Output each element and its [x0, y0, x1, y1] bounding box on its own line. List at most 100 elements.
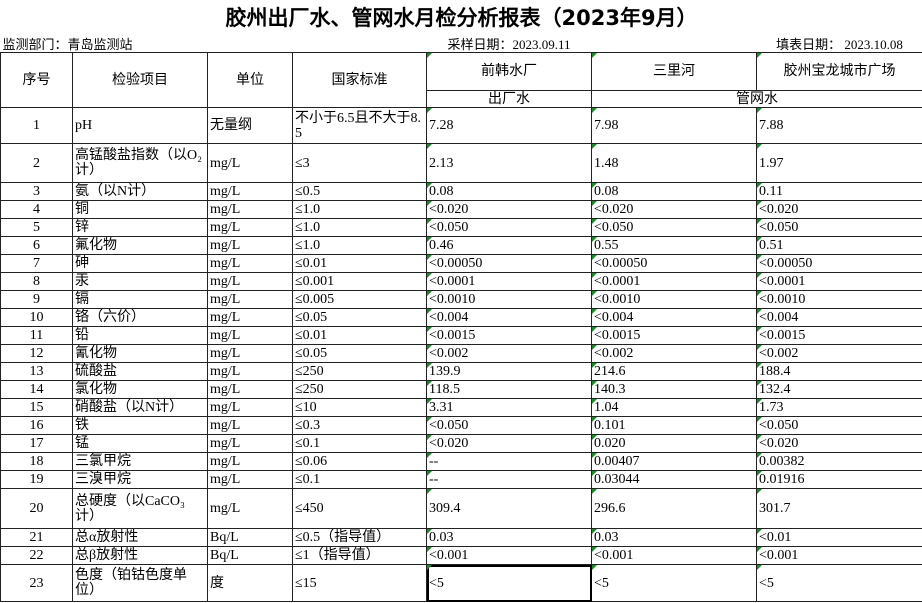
value: <0.001: [426, 546, 592, 565]
standard: ≤450: [292, 488, 427, 529]
unit: mg/L: [207, 200, 293, 219]
row-index: 5: [0, 218, 73, 237]
value: <0.020: [426, 200, 592, 219]
value: <0.0010: [755, 290, 922, 309]
value: <0.050: [426, 218, 592, 237]
data-row: 3 氨（以N计） mg/L ≤0.5 0.08 0.08 0.11: [0, 182, 922, 201]
data-row: 19 三溴甲烷 mg/L ≤0.1 -- 0.03044 0.01916: [0, 470, 922, 489]
item-name: 铬（六价）: [72, 308, 208, 327]
value: 118.5: [426, 380, 592, 399]
value: <0.020: [755, 200, 922, 219]
standard: ≤0.3: [292, 416, 427, 435]
standard: ≤0.06: [292, 452, 427, 471]
row-index: 19: [0, 470, 73, 489]
standard: ≤0.05: [292, 308, 427, 327]
value: <0.050: [591, 218, 757, 237]
data-row: 10 铬（六价） mg/L ≤0.05 <0.004 <0.004 <0.004: [0, 308, 922, 327]
standard: ≤1.0: [292, 218, 427, 237]
value: 188.4: [755, 362, 922, 381]
value: 214.6: [591, 362, 757, 381]
value: <0.01: [755, 528, 922, 547]
item-name: 锰: [72, 434, 208, 453]
row-index: 13: [0, 362, 73, 381]
unit: mg/L: [207, 344, 293, 363]
item-name: 三氯甲烷: [72, 452, 208, 471]
row-index: 4: [0, 200, 73, 219]
item-name: 砷: [72, 254, 208, 273]
value: 0.020: [591, 434, 757, 453]
standard: ≤0.05: [292, 344, 427, 363]
data-row: 9 镉 mg/L ≤0.005 <0.0010 <0.0010 <0.0010: [0, 290, 922, 309]
value: <0.020: [755, 434, 922, 453]
standard: ≤0.01: [292, 254, 427, 273]
value: 296.6: [591, 488, 757, 529]
data-row: 6 氟化物 mg/L ≤1.0 0.46 0.55 0.51: [0, 236, 922, 255]
unit: mg/L: [207, 434, 293, 453]
value: <0.0010: [426, 290, 592, 309]
value: 0.03: [591, 528, 757, 547]
value: <0.002: [426, 344, 592, 363]
value: 140.3: [591, 380, 757, 399]
data-row: 12 氰化物 mg/L ≤0.05 <0.002 <0.002 <0.002: [0, 344, 922, 363]
row-index: 18: [0, 452, 73, 471]
value: 309.4: [426, 488, 592, 529]
data-row: 16 铁 mg/L ≤0.3 <0.050 0.101 <0.050: [0, 416, 922, 435]
data-row: 13 硫酸盐 mg/L ≤250 139.9 214.6 188.4: [0, 362, 922, 381]
item-name: 镉: [72, 290, 208, 309]
value: <5: [426, 564, 592, 602]
value: 0.55: [591, 236, 757, 255]
value: <0.001: [755, 546, 922, 565]
item-name: 硝酸盐（以N计）: [72, 398, 208, 417]
header-type: 出厂水: [426, 90, 592, 108]
row-index: 11: [0, 326, 73, 345]
standard: ≤0.01: [292, 326, 427, 345]
row-index: 12: [0, 344, 73, 363]
data-row: 23 色度（铂钴色度单位）度 ≤15 <5 <5 <5: [0, 564, 922, 602]
value: <5: [591, 564, 757, 602]
standard: ≤0.1: [292, 470, 427, 489]
value: <0.002: [755, 344, 922, 363]
row-index: 7: [0, 254, 73, 273]
unit: mg/L: [207, 380, 293, 399]
data-row: 22 总β放射性 Bq/L ≤1（指导值） <0.001 <0.001 <0.001: [0, 546, 922, 565]
value: 1.97: [755, 143, 922, 183]
row-index: 3: [0, 182, 73, 201]
value: <5: [755, 564, 922, 602]
value: 139.9: [426, 362, 592, 381]
header-unit: 单位: [207, 52, 293, 108]
value: 0.03044: [591, 470, 757, 489]
standard: ≤3: [292, 143, 427, 183]
standard: ≤10: [292, 398, 427, 417]
unit: mg/L: [207, 182, 293, 201]
value: <0.004: [591, 308, 757, 327]
header-index: 序号: [0, 52, 73, 108]
value: 132.4: [755, 380, 922, 399]
item-name: pH: [72, 107, 208, 144]
standard: 不小于6.5且不大于8.5: [292, 107, 427, 144]
data-row: 1 pH 无量纲 不小于6.5且不大于8.5 7.28 7.98 7.88: [0, 107, 922, 144]
unit: mg/L: [207, 236, 293, 255]
row-index: 15: [0, 398, 73, 417]
value: 0.101: [591, 416, 757, 435]
standard: ≤0.1: [292, 434, 427, 453]
value: 7.88: [755, 107, 922, 144]
standard: ≤0.005: [292, 290, 427, 309]
value: 0.08: [426, 182, 592, 201]
item-name: 氰化物: [72, 344, 208, 363]
unit: mg/L: [207, 326, 293, 345]
item-name: 总硬度（以CaCO₃计）: [72, 488, 208, 529]
sampling-date: 采样日期：2023.09.11: [426, 36, 592, 53]
header-site: 前韩水厂: [426, 52, 592, 91]
value: <0.00050: [426, 254, 592, 273]
value: <0.0001: [591, 272, 757, 291]
item-name: 总α放射性: [72, 528, 208, 547]
item-name: 色度（铂钴色度单位）: [72, 564, 208, 602]
item-name: 总β放射性: [72, 546, 208, 565]
unit: mg/L: [207, 488, 293, 529]
value: 0.03: [426, 528, 592, 547]
value: <0.0010: [591, 290, 757, 309]
data-row: 18 三氯甲烷 mg/L ≤0.06 -- 0.00407 0.00382: [0, 452, 922, 471]
row-index: 22: [0, 546, 73, 565]
